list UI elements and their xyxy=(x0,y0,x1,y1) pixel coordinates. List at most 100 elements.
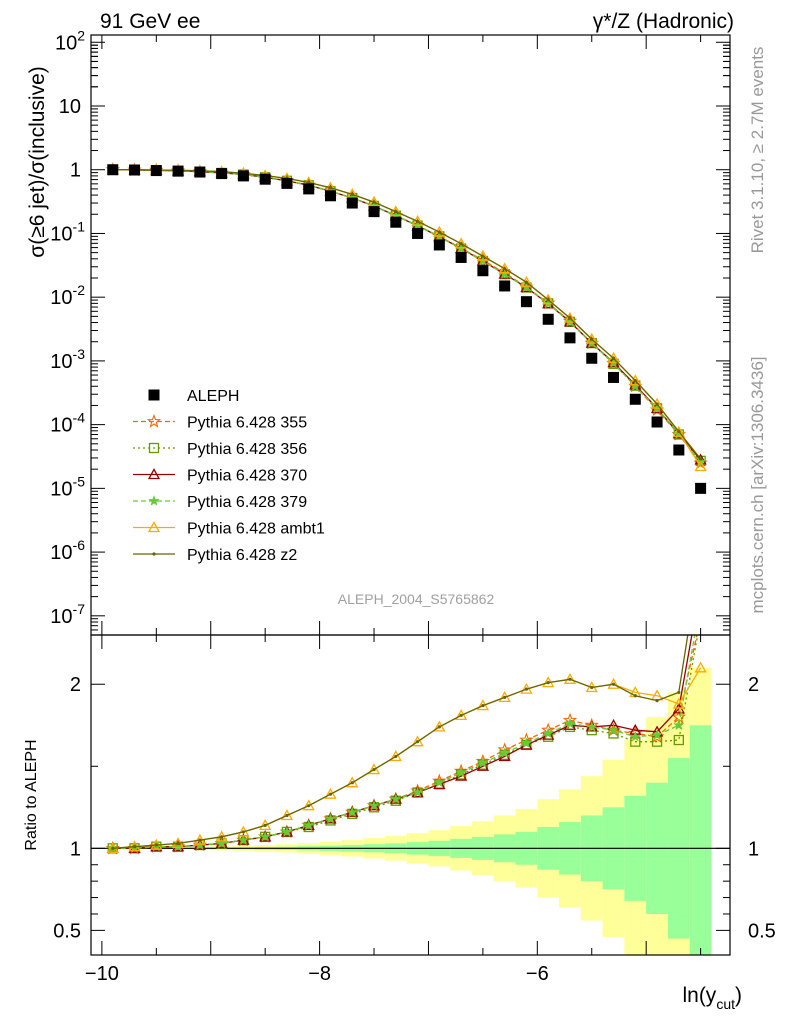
legend-marker-2 xyxy=(148,442,160,454)
ratio-series-4-point-11 xyxy=(346,776,359,788)
ratio-series-3-point-21 xyxy=(564,717,576,729)
legend-item-5: Pythia 6.428 ambt1 xyxy=(133,521,325,538)
series-5-point-27 xyxy=(694,460,707,472)
ratio-y-tick-label-left-0: 0.5 xyxy=(53,920,81,942)
series-0-point-6 xyxy=(237,170,249,182)
ratio-series-3-point-18 xyxy=(499,747,511,758)
ratio-y-tick-label-right-1: 1 xyxy=(748,838,759,860)
series-0-point-12 xyxy=(368,206,380,218)
x-tick-label-1: −8 xyxy=(308,963,331,985)
legend-label-6: Pythia 6.428 z2 xyxy=(187,547,297,564)
legend-item-2: Pythia 6.428 356 xyxy=(133,441,307,458)
series-6-point-22 xyxy=(590,337,594,341)
ratio-series-5-point-4 xyxy=(198,838,202,842)
ratio-y-tick-label-left-2: 2 xyxy=(70,674,81,696)
ratio-series-1-point-26 xyxy=(673,734,684,746)
y-tick-label-3: 10-4 xyxy=(50,410,85,437)
ratio-series-5-point-15 xyxy=(437,725,441,729)
ratio-series-5-point-14 xyxy=(415,740,420,744)
ratio-series-3-point-6 xyxy=(237,834,250,845)
ratio-series-2-point-27 xyxy=(696,581,706,590)
legend-marker-4 xyxy=(148,495,160,506)
series-5-point-25 xyxy=(650,397,664,409)
ratio-series-5-point-25 xyxy=(655,699,659,703)
ratio-series-5-point-21 xyxy=(568,677,572,681)
series-5-point-24 xyxy=(629,374,642,386)
legend-item-4: Pythia 6.428 379 xyxy=(133,494,307,511)
ratio-series-5-point-9 xyxy=(307,804,311,808)
ratio-series-5-point-16 xyxy=(459,713,463,718)
ratio-series-4-point-10 xyxy=(324,787,337,799)
legend-item-1: Pythia 6.428 355 xyxy=(133,413,307,432)
ratio-series-3-point-12 xyxy=(368,799,380,811)
series-6-point-17 xyxy=(481,254,485,258)
legend-marker-1 xyxy=(146,413,162,428)
series-5-point-23 xyxy=(607,351,620,363)
series-0-point-8 xyxy=(281,177,293,189)
legend-label-5: Pythia 6.428 ambt1 xyxy=(187,521,325,538)
y-tick-label-2: 10-5 xyxy=(50,473,85,500)
ratio-series-5-point-12 xyxy=(372,767,376,772)
main-plot xyxy=(105,162,708,494)
analysis-tag: ALEPH_2004_S5765862 xyxy=(338,591,495,607)
energy-label: 91 GeV ee xyxy=(100,10,200,33)
legend-label-2: Pythia 6.428 356 xyxy=(187,441,307,458)
series-6-line xyxy=(112,169,702,460)
series-6-point-26 xyxy=(677,429,681,434)
ratio-series-5-point-23 xyxy=(611,682,616,686)
x-axis-label: ln(ycut) xyxy=(682,984,742,1012)
ratio-series-3-point-27 xyxy=(696,597,706,606)
ratio-series-3-point-13 xyxy=(390,793,402,804)
series-5-point-18 xyxy=(498,262,511,274)
ratio-series-5-point-6 xyxy=(241,830,246,834)
mcplots-label: mcplots.cern.ch [arXiv:1306.3436] xyxy=(748,356,767,613)
series-0-point-3 xyxy=(172,165,184,177)
series-0-point-19 xyxy=(520,296,532,308)
series-0-point-5 xyxy=(216,168,228,180)
ratio-series-3-point-9 xyxy=(303,819,315,831)
ratio-series-3-point-24 xyxy=(629,730,641,742)
ratio-series-3-point-25 xyxy=(651,729,663,740)
legend-label-3: Pythia 6.428 370 xyxy=(187,468,307,485)
series-0-point-13 xyxy=(390,216,402,228)
legend-marker-6 xyxy=(152,552,156,556)
series-5-point-17 xyxy=(476,249,489,261)
ratio-series-3-point-19 xyxy=(520,737,533,749)
ratio-series-3-point-26 xyxy=(673,719,685,730)
legend-marker-5 xyxy=(147,521,161,533)
series-6-point-20 xyxy=(546,298,550,302)
series-0-point-27 xyxy=(695,482,707,494)
series-6-point-19 xyxy=(524,280,529,284)
ratio-series-5-point-2 xyxy=(154,843,158,847)
y-tick-label-5: 10-2 xyxy=(50,282,85,309)
ratio-series-5-point-1 xyxy=(132,845,137,849)
ratio-series-5-point-24 xyxy=(633,694,637,698)
rivet-version-label: Rivet 3.1.10, ≥ 2.7M events xyxy=(748,47,767,254)
ratio-uncertainty-bands xyxy=(91,667,730,955)
ratio-series-5-point-17 xyxy=(481,703,485,708)
series-6-point-14 xyxy=(415,219,420,223)
series-6-point-23 xyxy=(611,356,616,360)
ratio-series-5-point-22 xyxy=(590,685,594,690)
y-tick-label-6: 10-1 xyxy=(50,218,85,245)
series-0-point-26 xyxy=(673,444,685,456)
series-0-point-14 xyxy=(412,227,424,239)
ratio-series-5-point-7 xyxy=(263,823,267,827)
ratio-series-3-point-8 xyxy=(281,826,293,837)
series-6-point-10 xyxy=(328,186,333,190)
ratio-series-4-point-26 xyxy=(672,697,685,709)
series-0-point-21 xyxy=(564,332,576,344)
ratio-axis-label: Ratio to ALEPH xyxy=(23,739,40,850)
series-0-point-11 xyxy=(346,197,358,209)
ratio-series-3-point-16 xyxy=(455,766,467,778)
ratio-y-tick-label-left-1: 1 xyxy=(70,838,81,860)
series-0 xyxy=(107,164,707,494)
ratio-y-tick-label-right-0: 0.5 xyxy=(748,920,776,942)
series-6-point-15 xyxy=(437,230,441,234)
ratio-series-4-point-9 xyxy=(302,799,315,811)
series-5-point-26 xyxy=(672,425,685,437)
series-5-point-20 xyxy=(542,293,555,305)
series-5-point-21 xyxy=(563,311,577,323)
ratio-series-5-point-8 xyxy=(285,813,289,818)
series-0-point-9 xyxy=(303,183,315,195)
